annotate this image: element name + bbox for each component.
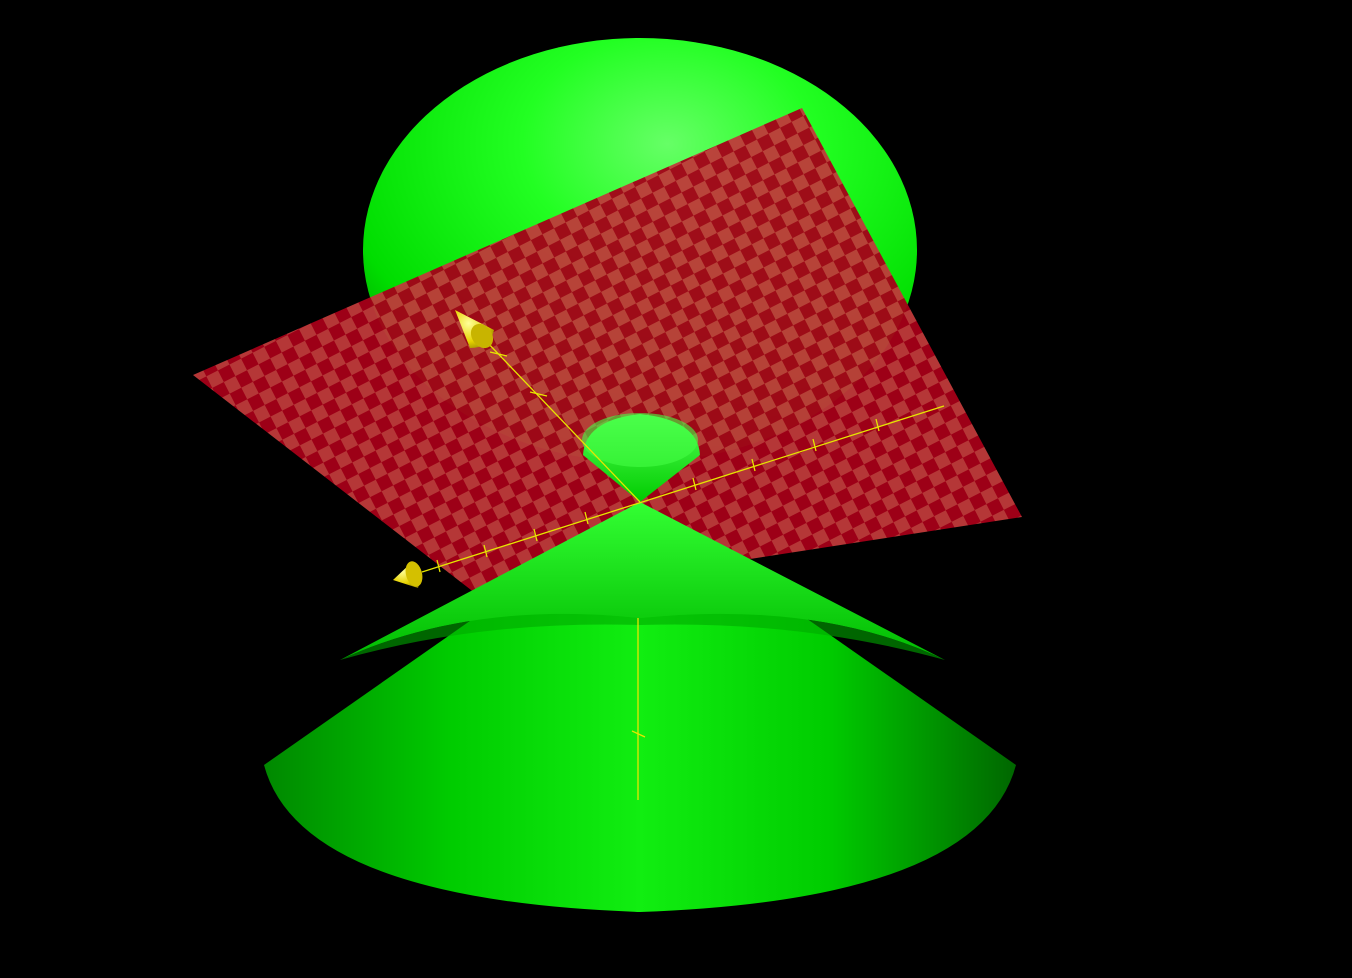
lower-cone-nappe bbox=[264, 502, 1016, 912]
y-axis-arrow bbox=[455, 310, 494, 349]
axes bbox=[421, 339, 945, 800]
y-axis-line bbox=[484, 339, 641, 503]
small-upper-cone bbox=[582, 413, 700, 502]
x-axis-line bbox=[421, 405, 945, 573]
x-axis-arrow bbox=[393, 561, 423, 588]
cutting-plane bbox=[193, 108, 1022, 600]
x-axis-ticks bbox=[436, 418, 880, 573]
y-axis-ticks bbox=[489, 351, 548, 397]
z-axis-tick bbox=[631, 730, 646, 738]
